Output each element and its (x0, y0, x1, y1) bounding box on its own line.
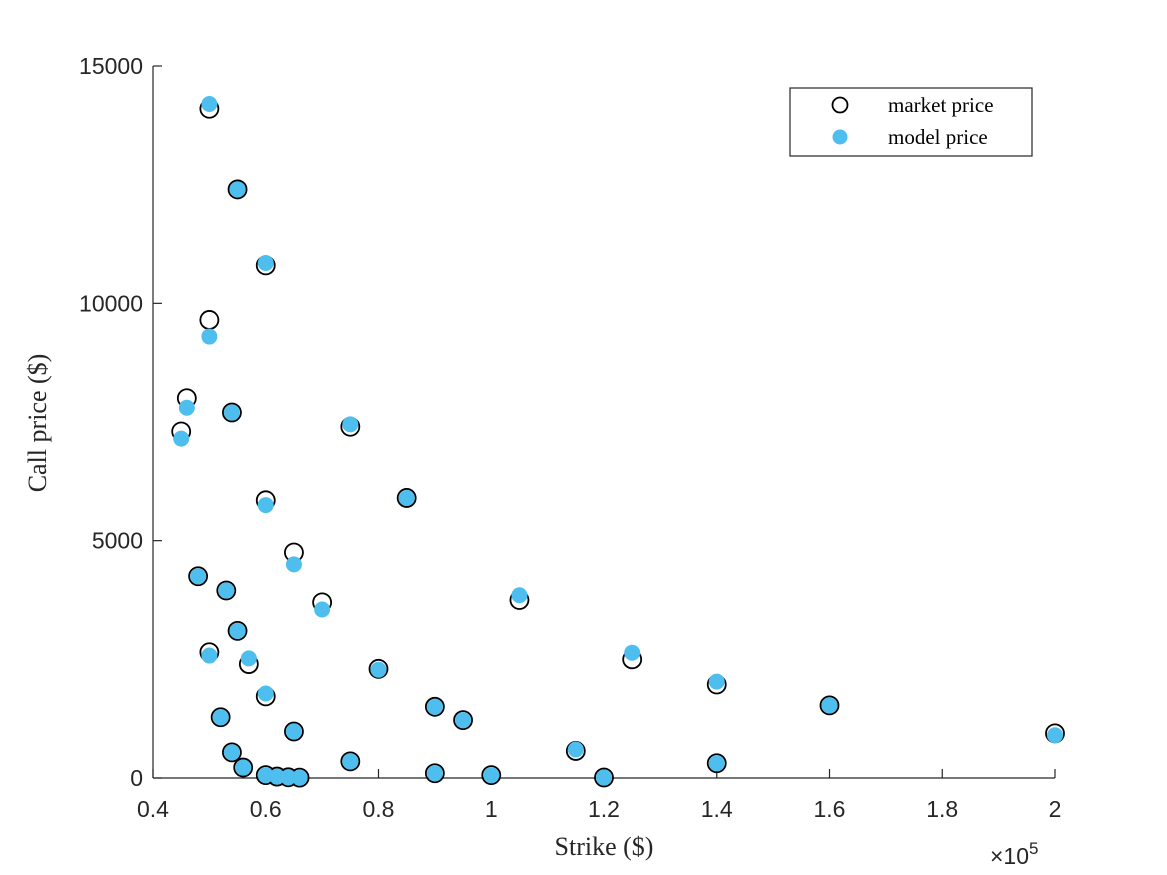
market-price-point (216, 580, 237, 601)
axes: 0.4 0.6 0.8 1 1.2 1.4 1.6 1.8 2 0 5000 10000 15000 (79, 53, 1061, 822)
model-price-point (455, 712, 472, 729)
model-price-point (223, 744, 240, 761)
model-price-point (291, 769, 308, 786)
market-price-point (284, 721, 304, 742)
market-price-point (819, 695, 840, 716)
model-price-point (285, 723, 302, 740)
model-price-point (398, 489, 415, 506)
model-price-point (1047, 727, 1063, 744)
legend-market-label: market price (888, 93, 994, 117)
model-price-point (596, 769, 612, 786)
model-price-point (229, 622, 246, 639)
y-tick-label: 5000 (92, 528, 143, 554)
market-price-point (199, 310, 220, 330)
model-price-point (178, 399, 195, 416)
market-price-point (481, 765, 502, 786)
model-price-point (257, 497, 274, 514)
market-price-point (594, 767, 614, 788)
model-price-point (342, 753, 359, 770)
model-price-point (708, 673, 725, 690)
model-price-point (257, 685, 274, 702)
market-price-point (340, 751, 361, 772)
x-tick-label: 1.6 (814, 796, 846, 822)
y-axis-label: Call price ($) (23, 354, 52, 493)
x-tick-label: 1 (485, 796, 498, 822)
y-tick-label: 0 (130, 765, 143, 791)
model-price-point (342, 416, 359, 433)
x-tick-label: 1.4 (701, 796, 733, 822)
model-price-point (235, 759, 252, 776)
model-price-point (201, 328, 218, 345)
model-price-point (511, 587, 528, 604)
model-price-point (567, 741, 584, 758)
x-multiplier-base: ×10 (990, 843, 1029, 869)
market-price-point (368, 658, 389, 679)
model-price-point (218, 582, 235, 599)
legend-model-marker (832, 129, 848, 145)
x-tick-label: 0.8 (363, 796, 395, 822)
model-price-point (426, 698, 443, 715)
model-price-point (240, 650, 257, 667)
x-multiplier-exponent: 5 (1029, 839, 1038, 858)
model-price-point (285, 556, 302, 573)
model-price-point (201, 95, 218, 112)
model-price-point (370, 661, 387, 678)
market-price-markers (171, 98, 1065, 788)
market-price-point (424, 696, 445, 717)
market-price-point (222, 402, 242, 423)
y-tick-label: 10000 (79, 290, 143, 316)
x-tick-label: 0.6 (250, 796, 282, 822)
model-price-point (314, 601, 331, 618)
market-price-point (188, 566, 209, 587)
market-price-point (396, 488, 417, 508)
market-price-point (210, 707, 231, 728)
y-tick-label: 15000 (79, 53, 143, 79)
x-tick-label: 0.4 (137, 796, 169, 822)
market-price-point (222, 742, 242, 763)
legend-market-marker (831, 96, 849, 114)
model-price-point (201, 647, 218, 664)
market-price-point (227, 179, 248, 200)
model-price-point (280, 769, 297, 786)
legend: market price model price (789, 87, 1033, 157)
model-price-point (229, 181, 246, 198)
market-price-point (706, 753, 727, 774)
x-tick-label: 2 (1049, 796, 1062, 822)
model-price-point (223, 404, 240, 421)
model-price-point (173, 430, 190, 447)
model-price-point (426, 765, 443, 782)
model-price-point (708, 755, 725, 772)
model-price-point (624, 644, 641, 661)
model-price-markers (173, 95, 1063, 786)
x-tick-label: 1.8 (926, 796, 958, 822)
model-price-point (212, 709, 229, 726)
model-price-point (190, 568, 207, 585)
x-multiplier: ×105 (990, 839, 1038, 869)
legend-box (789, 87, 1033, 157)
legend-model-label: model price (888, 125, 988, 149)
market-price-point (453, 710, 473, 730)
model-price-point (483, 767, 500, 784)
market-price-point (424, 763, 445, 784)
svg-text:×105: ×105 (990, 839, 1038, 869)
model-price-point (257, 254, 274, 271)
x-axis-label: Strike ($) (555, 832, 654, 861)
x-tick-label: 1.2 (588, 796, 620, 822)
market-price-point (233, 757, 254, 778)
model-price-point (821, 697, 838, 714)
market-price-point (227, 620, 248, 641)
